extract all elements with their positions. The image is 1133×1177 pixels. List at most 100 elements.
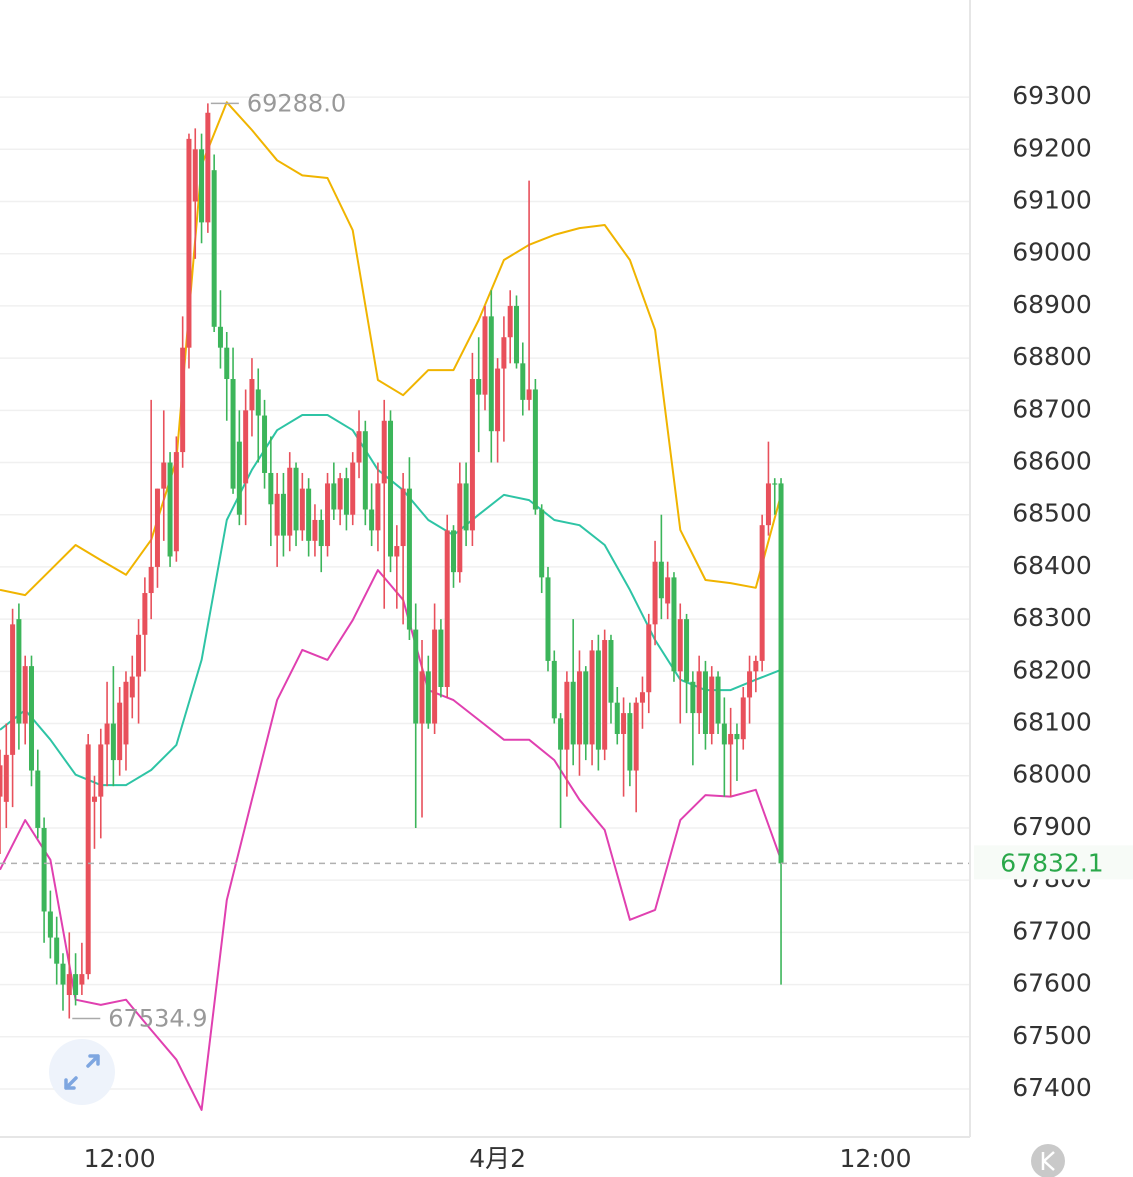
candle-body <box>715 676 721 724</box>
candle-body <box>325 483 331 547</box>
expand-icon[interactable] <box>64 1054 100 1090</box>
candle-body <box>457 483 463 573</box>
candle-body <box>589 650 595 745</box>
y-tick-label: 69300 <box>1012 81 1092 110</box>
candle-body <box>356 431 362 463</box>
expand-button[interactable] <box>49 1039 115 1105</box>
candle-body <box>501 337 507 369</box>
candle-body <box>47 911 53 938</box>
candle-body <box>299 488 305 531</box>
candle-body <box>205 112 211 223</box>
candle-body <box>0 765 3 797</box>
y-tick-label: 68400 <box>1012 551 1092 580</box>
candle-body <box>432 629 438 724</box>
candle-body <box>350 462 356 515</box>
candle-body <box>148 566 154 594</box>
y-tick-label: 67700 <box>1012 916 1092 945</box>
candle-body <box>677 619 683 672</box>
candle-body <box>614 702 620 734</box>
candle-body <box>129 676 135 698</box>
y-tick-label: 68200 <box>1012 655 1092 684</box>
y-tick-label: 69000 <box>1012 238 1092 267</box>
candle-body <box>123 681 129 745</box>
candle-body <box>110 723 116 761</box>
candle-body <box>576 671 582 745</box>
kline-button-bg[interactable] <box>1031 1144 1065 1177</box>
candle-body <box>394 546 400 557</box>
candle-body <box>646 624 652 693</box>
last-price-label: 67832.1 <box>1000 848 1103 877</box>
expand-button-bg[interactable] <box>49 1039 115 1105</box>
candle-body <box>564 681 570 750</box>
candle-body <box>54 937 60 964</box>
candle-body <box>702 671 708 734</box>
candle-body <box>10 624 16 755</box>
candle-body <box>721 723 727 745</box>
kline-button[interactable] <box>1031 1144 1065 1177</box>
candle-body <box>3 754 9 802</box>
candle-body <box>608 640 614 703</box>
candle-body <box>287 467 293 536</box>
y-tick-label: 67900 <box>1012 812 1092 841</box>
candle-body <box>173 452 179 552</box>
candle-body <box>671 577 677 672</box>
candle-body <box>236 441 242 515</box>
candle-body <box>262 415 268 473</box>
candle-body <box>444 530 450 688</box>
candle-body <box>469 379 475 531</box>
candle-body <box>696 671 702 714</box>
candle-body <box>627 713 633 771</box>
band-line <box>0 101 782 597</box>
candle-body <box>652 561 658 625</box>
candle-body <box>570 681 576 745</box>
candle-body <box>759 525 765 661</box>
candle-body <box>583 671 589 745</box>
candle-body <box>230 379 236 489</box>
candle-body <box>772 483 778 485</box>
candle-body <box>406 488 412 630</box>
candle-body <box>639 692 645 703</box>
candle-body <box>507 305 513 338</box>
last-price-box <box>974 845 1133 880</box>
candle-body <box>28 666 34 771</box>
candle-body <box>66 974 72 996</box>
candle-body <box>658 561 664 599</box>
y-tick-label: 68900 <box>1012 290 1092 319</box>
candle-body <box>79 974 85 985</box>
candle-body <box>211 170 217 327</box>
candle-body <box>709 676 715 734</box>
candle-body <box>249 379 255 411</box>
candle-body <box>476 379 482 395</box>
marker-label: 69288.0 <box>247 89 346 117</box>
candle-body <box>463 483 469 531</box>
candle-body <box>551 660 557 719</box>
marker-label: 67534.9 <box>108 1005 207 1033</box>
candle-body <box>280 493 286 536</box>
candle-body <box>192 149 198 202</box>
y-tick-label: 67600 <box>1012 969 1092 998</box>
candle-body <box>740 697 746 740</box>
candle-body <box>388 420 394 557</box>
candle-body <box>337 478 343 510</box>
y-tick-label: 68700 <box>1012 394 1092 423</box>
candle-body <box>255 389 261 416</box>
candle-body <box>381 420 387 484</box>
band-line <box>0 569 782 1111</box>
overlay-layer: 69288.0 67534.9 67832.1 <box>0 89 1133 1033</box>
candle-body <box>161 462 167 489</box>
candle-body <box>690 681 696 714</box>
y-tick-label: 68100 <box>1012 708 1092 737</box>
candle-body <box>41 827 47 912</box>
candle-body <box>526 389 532 400</box>
y-tick-label: 69200 <box>1012 133 1092 162</box>
candle-body <box>747 671 753 698</box>
candle-body <box>73 974 79 996</box>
kline-icon[interactable] <box>1041 1151 1055 1171</box>
candle-body <box>293 467 299 531</box>
candle-body <box>375 483 381 531</box>
candle-body <box>91 796 97 802</box>
candle-body <box>312 519 318 541</box>
candle-body <box>558 718 564 750</box>
